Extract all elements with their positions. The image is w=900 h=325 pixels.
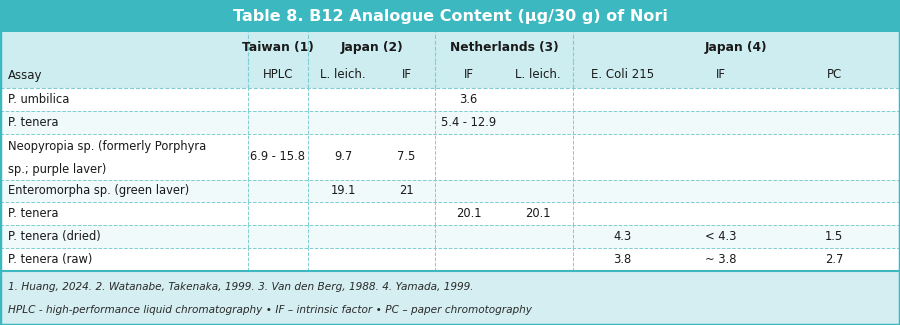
Bar [0, 248, 900, 271]
Text: Table 8. B12 Analogue Content (µg/30 g) of Nori: Table 8. B12 Analogue Content (µg/30 g) … [232, 8, 668, 23]
Text: L. leich.: L. leich. [515, 69, 561, 82]
Text: HPLC - high-performance liquid chromatography • IF – intrinsic factor • PC – pap: HPLC - high-performance liquid chromatog… [8, 305, 532, 315]
Text: P. tenera: P. tenera [8, 116, 58, 129]
Text: 20.1: 20.1 [455, 207, 482, 220]
Text: P. tenera (raw): P. tenera (raw) [8, 253, 93, 266]
Text: < 4.3: < 4.3 [706, 230, 737, 243]
Text: L. leich.: L. leich. [320, 69, 365, 82]
Text: 3.6: 3.6 [459, 93, 478, 106]
Text: 5.4 - 12.9: 5.4 - 12.9 [441, 116, 496, 129]
Text: P. umbilica: P. umbilica [8, 93, 69, 106]
Text: 20.1: 20.1 [525, 207, 550, 220]
Bar [0, 62, 900, 88]
Text: PC: PC [826, 69, 842, 82]
Bar [0, 179, 900, 202]
Text: Taiwan (1): Taiwan (1) [242, 41, 314, 54]
Text: 1. Huang, 2024. 2. Watanabe, Takenaka, 1999. 3. Van den Berg, 1988. 4. Yamada, 1: 1. Huang, 2024. 2. Watanabe, Takenaka, 1… [8, 282, 473, 292]
Bar [0, 32, 900, 62]
Text: 6.9 - 15.8: 6.9 - 15.8 [250, 150, 305, 163]
Text: IF: IF [464, 69, 473, 82]
Text: Japan (4): Japan (4) [704, 41, 767, 54]
Text: Enteromorpha sp. (green laver): Enteromorpha sp. (green laver) [8, 185, 189, 197]
Bar [0, 271, 900, 325]
Text: HPLC: HPLC [263, 69, 293, 82]
Text: Japan (2): Japan (2) [340, 41, 403, 54]
Bar [0, 134, 900, 179]
Text: sp.; purple laver): sp.; purple laver) [8, 163, 106, 176]
Text: 1.5: 1.5 [825, 230, 843, 243]
Text: 3.8: 3.8 [614, 253, 632, 266]
Text: 2.7: 2.7 [824, 253, 843, 266]
Text: 21: 21 [400, 185, 414, 197]
Text: E. Coli 215: E. Coli 215 [591, 69, 654, 82]
Bar [0, 202, 900, 225]
Text: ~ 3.8: ~ 3.8 [706, 253, 737, 266]
Bar [0, 88, 900, 111]
Text: P. tenera: P. tenera [8, 207, 58, 220]
Text: P. tenera (dried): P. tenera (dried) [8, 230, 101, 243]
Bar [0, 111, 900, 134]
Text: Assay: Assay [8, 69, 42, 82]
Text: Neopyropia sp. (formerly Porphyra: Neopyropia sp. (formerly Porphyra [8, 140, 206, 153]
Text: Netherlands (3): Netherlands (3) [450, 41, 558, 54]
Text: 4.3: 4.3 [614, 230, 632, 243]
Text: IF: IF [716, 69, 726, 82]
Bar [0, 225, 900, 248]
Bar [0, 0, 900, 32]
Text: 19.1: 19.1 [330, 185, 356, 197]
Text: IF: IF [401, 69, 411, 82]
Text: 9.7: 9.7 [334, 150, 352, 163]
Text: 7.5: 7.5 [397, 150, 416, 163]
